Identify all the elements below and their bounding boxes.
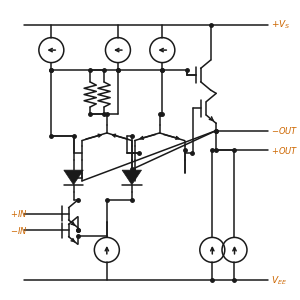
- Polygon shape: [64, 170, 83, 185]
- Text: $+V_S$: $+V_S$: [271, 19, 290, 31]
- Text: $-IN$: $-IN$: [10, 225, 27, 236]
- Text: $+OUT$: $+OUT$: [271, 145, 298, 155]
- Text: $V_{EE}$: $V_{EE}$: [271, 274, 287, 287]
- Text: $-OUT$: $-OUT$: [271, 125, 298, 136]
- Polygon shape: [122, 170, 142, 185]
- Text: $+IN$: $+IN$: [10, 208, 27, 219]
